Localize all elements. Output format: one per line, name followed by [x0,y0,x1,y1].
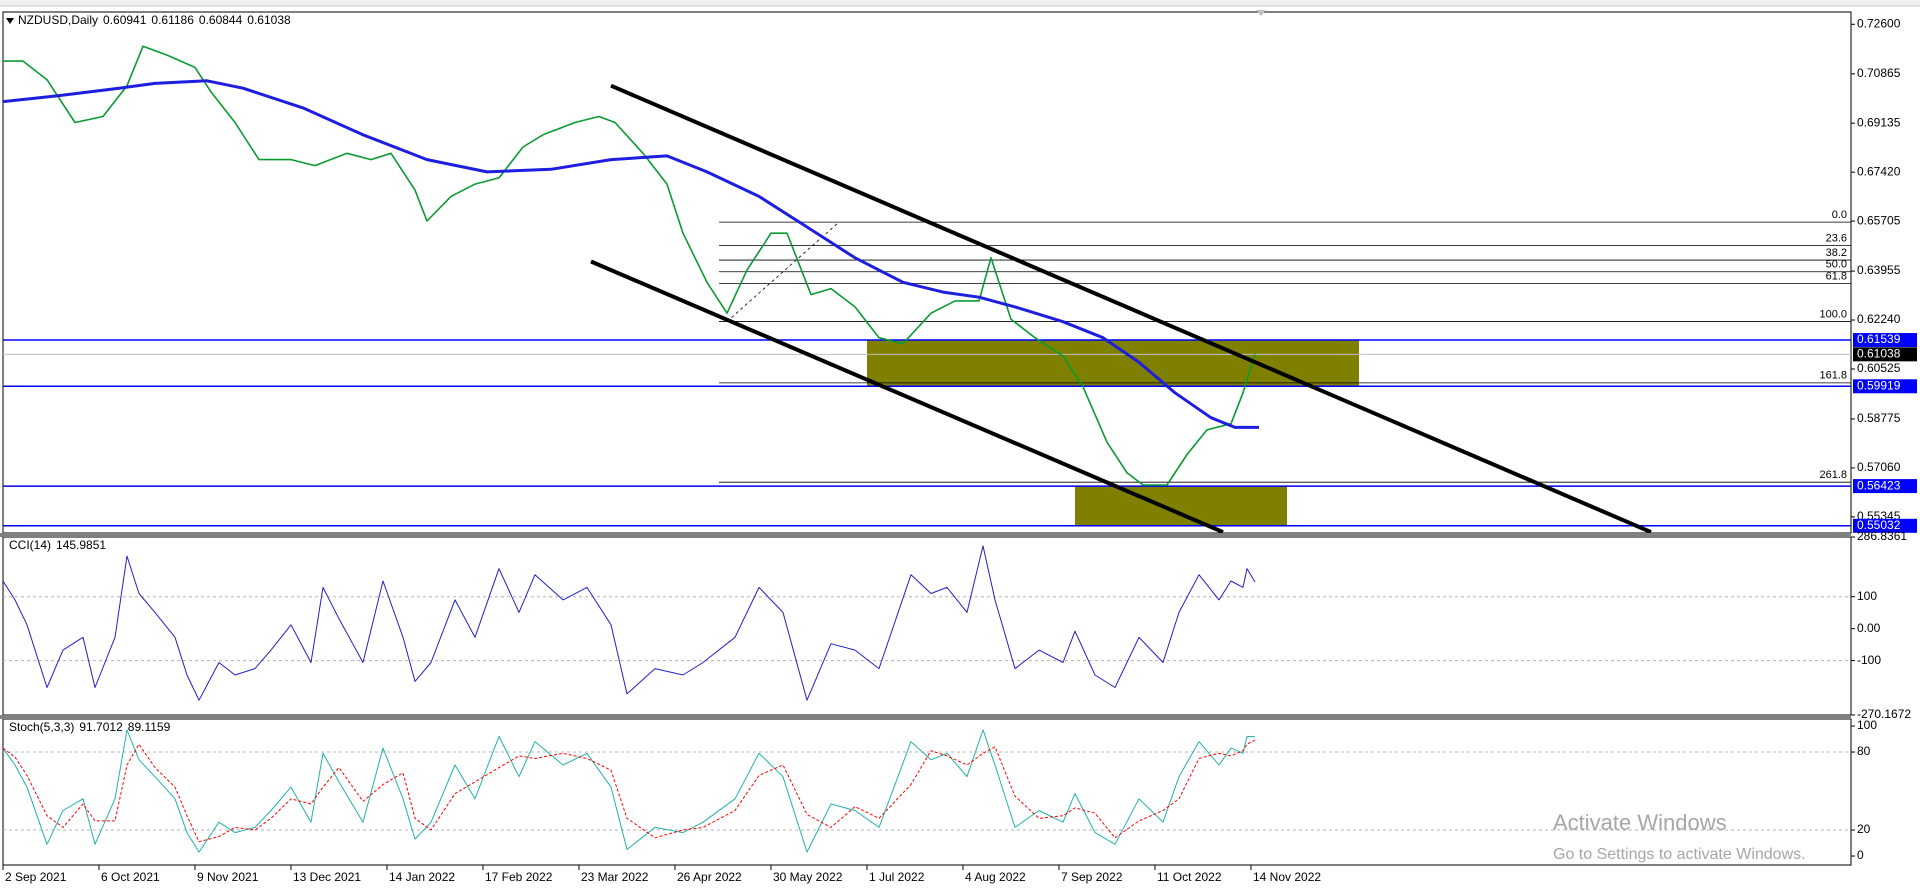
header-value: 145.9851 [56,538,106,552]
x-tick-label: 23 Mar 2022 [581,870,649,884]
y-tick-label: 80 [1857,744,1871,758]
x-tick-label: 11 Oct 2022 [1157,870,1222,884]
toolbar-strip [0,0,1920,6]
x-tick-label: 14 Jan 2022 [389,870,455,884]
indicator-title: Stoch(5,3,3) [9,720,74,734]
current-price-box [1853,347,1917,362]
x-tick-label: 6 Oct 2021 [101,870,160,884]
y-tick-label: 0.58775 [1857,411,1901,425]
y-tick-label: 0.60525 [1857,361,1901,375]
zone [867,340,1359,387]
price-tag: 0.59919 [1857,378,1901,392]
panel-header: NZDUSD,Daily 0.60941 0.61186 0.60844 0.61038 [18,13,291,27]
fib-label: 23.6 [1826,232,1847,244]
plot-layer: 0.0 23.6 38.250.061.8 100.0 161.8 261.8 NZDUSD… [2,13,1917,884]
header-value: 91.7012 [79,720,123,734]
fib-label: 100.0 [1819,308,1847,320]
price-tag: 0.56423 [1857,478,1901,492]
price-tag: 0.55032 [1857,518,1901,532]
fib-label: 50.0 [1826,259,1847,271]
indicator-title: CCI(14) [9,538,51,552]
fib-label: 261.8 [1819,469,1847,481]
y-tick-label: 0.70865 [1857,66,1901,80]
x-tick-label: 9 Nov 2021 [197,870,259,884]
indicator-title: NZDUSD,Daily [18,13,98,27]
y-tick-label: 0.72600 [1857,16,1901,30]
y-tick-label: 100 [1857,718,1877,732]
trendline [610,83,1652,533]
fib-anchor-line [726,221,840,322]
y-tick-label: 100 [1857,589,1877,603]
x-tick-label: 2 Sep 2021 [5,870,67,884]
x-tick-label: 14 Nov 2022 [1253,870,1321,884]
current-price-tag: 0.61038 [1857,347,1901,361]
zone [1075,486,1287,526]
x-tick-label: 13 Dec 2021 [293,870,361,884]
y-tick-label: 0.00 [1857,621,1881,635]
y-tick-label: -100 [1857,653,1881,667]
panel-header: CCI(14) 145.9851 [9,538,106,552]
series-line [3,545,1256,701]
panel-separator [0,533,1851,537]
fib-label: 38.2 [1826,247,1847,259]
panel-plot [3,729,1851,853]
shift-marker[interactable] [1256,10,1266,16]
panel-header: Stoch(5,3,3) 91.7012 89.1159 [9,720,171,734]
header-value: 0.60941 [103,13,147,27]
x-tick-label: 26 Apr 2022 [677,870,742,884]
y-tick-label: 0.67420 [1857,164,1901,178]
panel-separator [0,715,1851,719]
series-line [3,45,1256,486]
series-line [3,79,1259,429]
panel-plot: 0.0 23.6 38.250.061.8 100.0 161.8 261.8 [3,45,1851,533]
x-tick-label: 1 Jul 2022 [869,870,925,884]
x-tick-label: 7 Sep 2022 [1061,870,1123,884]
x-tick-label: 4 Aug 2022 [965,870,1026,884]
fib-label: 161.8 [1819,370,1847,382]
header-value: 0.61038 [247,13,291,27]
fib-label: 0.0 [1832,209,1847,221]
y-tick-label: 0.63955 [1857,263,1901,277]
series-line [3,739,1256,843]
y-tick-label: 20 [1857,822,1871,836]
panel-plot [3,545,1851,701]
price-tag-box [1853,379,1917,394]
y-tick-label: 0.69135 [1857,115,1901,129]
price-tag-box [1853,333,1917,348]
watermark-subtitle: Go to Settings to activate Windows. [1553,846,1806,863]
price-tag: 0.61539 [1857,332,1901,346]
header-value: 89.1159 [128,720,171,734]
y-tick-label: 0.62240 [1857,312,1901,326]
series-line [3,729,1256,853]
header-value: 0.61186 [151,13,194,27]
watermark-title: Activate Windows [1553,810,1727,835]
y-tick-label: 0.57060 [1857,460,1901,474]
header-value: 0.60844 [199,13,243,27]
price-tag-box [1853,518,1917,533]
y-tick-label: 0 [1857,848,1864,862]
y-tick-label: 0.65705 [1857,213,1901,227]
x-tick-label: 17 Feb 2022 [485,870,553,884]
x-tick-label: 30 May 2022 [773,870,843,884]
fib-label: 61.8 [1826,270,1847,282]
y-tick-label: 286.8361 [1857,529,1907,543]
collapse-triangle[interactable] [6,18,14,24]
trendline [590,259,1224,533]
price-tag-box [1853,479,1917,494]
y-tick-label: -270.1672 [1857,707,1911,721]
